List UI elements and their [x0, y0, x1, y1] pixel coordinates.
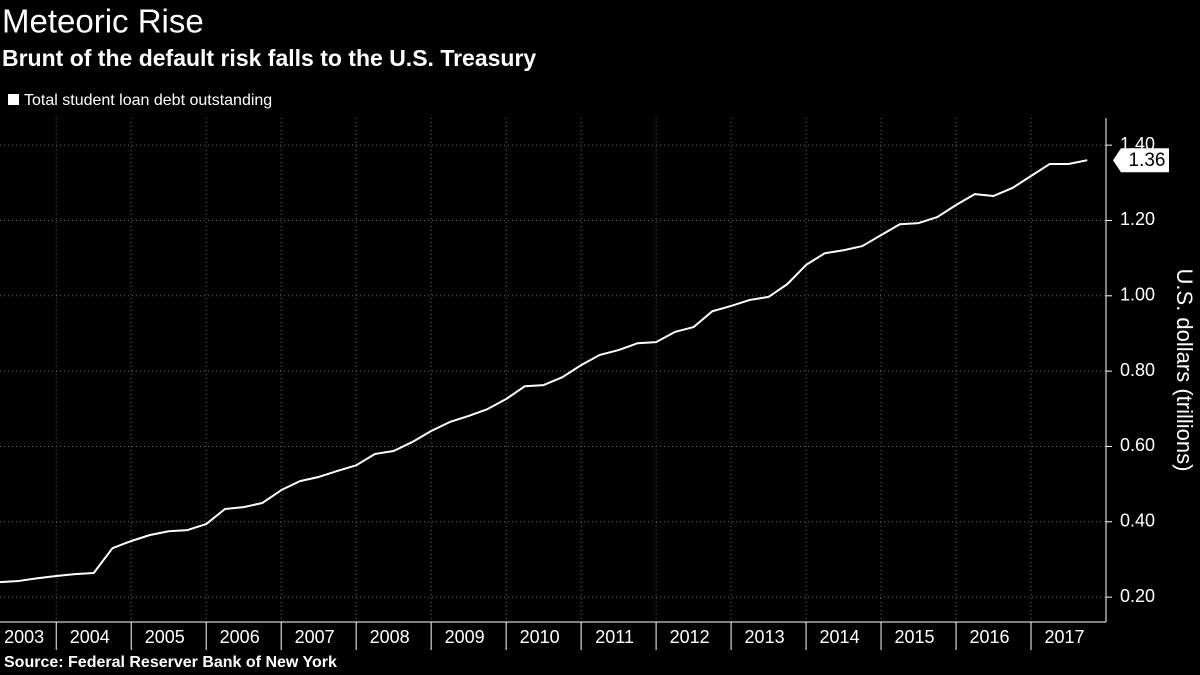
x-tick-label: 2012	[670, 627, 710, 647]
x-tick-label: 2015	[895, 627, 935, 647]
y-tick-label: 0.60	[1120, 435, 1155, 455]
x-tick-label: 2014	[820, 627, 860, 647]
y-axis-title: U.S. dollars (trillions)	[1172, 269, 1197, 472]
chart-title: Meteoric Rise	[2, 3, 204, 40]
x-tick-label: 2008	[370, 627, 410, 647]
legend-swatch	[8, 94, 19, 105]
x-tick-label: 2017	[1044, 627, 1084, 647]
x-tick-label: 2009	[445, 627, 485, 647]
x-tick-label: 2010	[520, 627, 560, 647]
x-tick-label: 2006	[220, 627, 260, 647]
y-tick-label: 0.20	[1120, 586, 1155, 606]
x-tick-label: 2005	[145, 627, 185, 647]
x-tick-label: 2003	[4, 627, 44, 647]
y-tick-label: 0.80	[1120, 360, 1155, 380]
x-tick-label: 2007	[295, 627, 335, 647]
chart-subtitle: Brunt of the default risk falls to the U…	[2, 45, 536, 71]
y-tick-label: 1.00	[1120, 285, 1155, 305]
x-tick-label: 2013	[745, 627, 785, 647]
x-tick-label: 2004	[70, 627, 110, 647]
x-tick-label: 2011	[595, 627, 634, 647]
last-value-label: 1.36	[1129, 150, 1166, 171]
source: Source: Federal Reserver Bank of New Yor…	[4, 654, 337, 671]
y-tick-label: 1.20	[1120, 209, 1155, 229]
data-line	[0, 159, 1088, 584]
legend-label: Total student loan debt outstanding	[24, 92, 272, 109]
last-value-tag	[1113, 148, 1169, 173]
x-tick-label: 2016	[970, 627, 1010, 647]
y-tick-label: 0.40	[1120, 511, 1155, 531]
